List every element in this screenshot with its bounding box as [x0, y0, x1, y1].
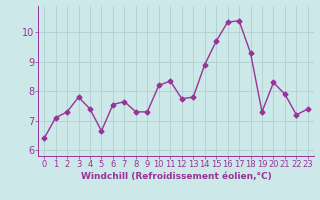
X-axis label: Windchill (Refroidissement éolien,°C): Windchill (Refroidissement éolien,°C) [81, 172, 271, 181]
